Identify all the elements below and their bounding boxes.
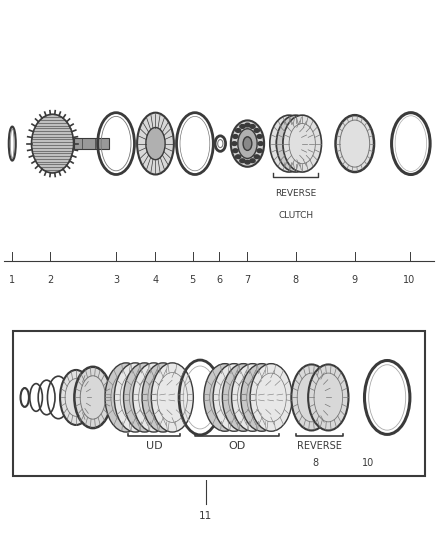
Text: 7: 7 xyxy=(244,275,251,285)
Ellipse shape xyxy=(114,363,156,432)
Ellipse shape xyxy=(336,115,374,172)
Text: OD: OD xyxy=(228,441,245,451)
Ellipse shape xyxy=(74,367,111,428)
Text: 3: 3 xyxy=(113,275,119,285)
Circle shape xyxy=(233,135,238,139)
Ellipse shape xyxy=(250,364,292,431)
Text: 5: 5 xyxy=(190,275,196,285)
Circle shape xyxy=(236,128,241,132)
Ellipse shape xyxy=(270,115,308,172)
Bar xyxy=(74,138,109,149)
Circle shape xyxy=(250,159,255,163)
Ellipse shape xyxy=(60,370,92,425)
Text: 10: 10 xyxy=(362,458,374,468)
Circle shape xyxy=(257,135,262,139)
Ellipse shape xyxy=(232,364,274,431)
Circle shape xyxy=(254,128,259,132)
Text: 6: 6 xyxy=(216,275,222,285)
Ellipse shape xyxy=(204,364,246,431)
Ellipse shape xyxy=(243,137,252,150)
Ellipse shape xyxy=(105,363,147,432)
Text: 8: 8 xyxy=(293,275,299,285)
Ellipse shape xyxy=(283,115,321,172)
Circle shape xyxy=(240,125,245,128)
Circle shape xyxy=(258,142,263,146)
Ellipse shape xyxy=(308,365,349,431)
Ellipse shape xyxy=(291,365,332,431)
Text: 11: 11 xyxy=(199,511,212,521)
Ellipse shape xyxy=(133,363,175,432)
Text: 1: 1 xyxy=(9,275,15,285)
Circle shape xyxy=(232,142,237,146)
Circle shape xyxy=(245,160,250,164)
Text: UD: UD xyxy=(145,441,162,451)
Ellipse shape xyxy=(124,363,166,432)
Circle shape xyxy=(233,149,238,152)
Circle shape xyxy=(236,155,241,158)
Text: CLUTCH: CLUTCH xyxy=(278,211,313,220)
Ellipse shape xyxy=(213,364,255,431)
Text: 10: 10 xyxy=(403,275,416,285)
Ellipse shape xyxy=(32,114,74,173)
Text: REVERSE: REVERSE xyxy=(297,441,343,451)
Ellipse shape xyxy=(146,127,165,160)
Circle shape xyxy=(245,123,250,127)
Text: 4: 4 xyxy=(152,275,159,285)
Circle shape xyxy=(240,159,245,163)
Text: 8: 8 xyxy=(313,458,319,468)
Circle shape xyxy=(257,149,262,152)
Ellipse shape xyxy=(223,364,265,431)
Ellipse shape xyxy=(238,129,257,158)
Ellipse shape xyxy=(276,115,315,172)
Circle shape xyxy=(254,155,259,158)
Text: 9: 9 xyxy=(352,275,358,285)
Ellipse shape xyxy=(142,363,184,432)
Ellipse shape xyxy=(241,364,283,431)
Circle shape xyxy=(250,125,255,128)
Ellipse shape xyxy=(151,363,193,432)
Text: REVERSE: REVERSE xyxy=(275,189,316,198)
Ellipse shape xyxy=(137,112,174,174)
Text: 2: 2 xyxy=(47,275,53,285)
Ellipse shape xyxy=(231,120,264,167)
